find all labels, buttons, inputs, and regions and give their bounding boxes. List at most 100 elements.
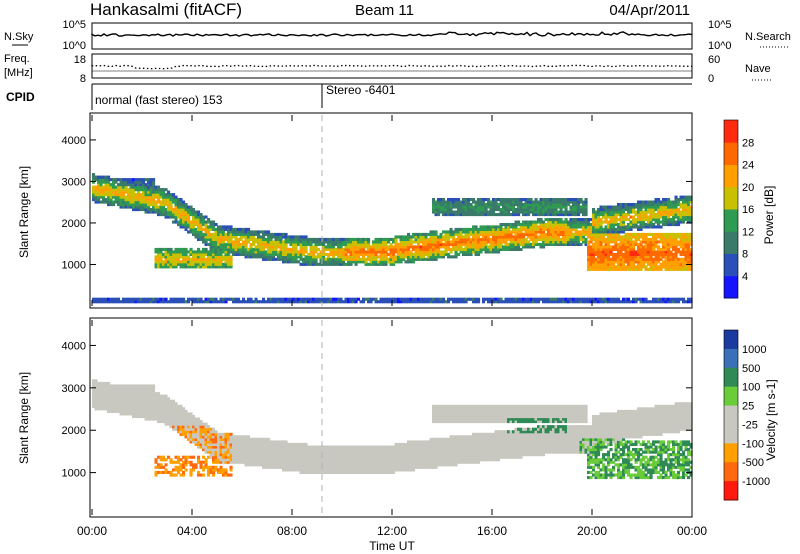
velocity-cell [192,437,196,441]
velocity-cell [92,402,96,406]
power-cell [432,205,436,209]
power-cell [429,255,433,259]
power-cell [517,220,521,224]
power-cell [422,300,426,304]
power-cell [269,252,273,256]
power-cell [647,267,651,271]
power-cell [387,300,391,304]
power-cell [614,213,618,217]
power-cell [324,240,328,244]
power-cell [612,247,616,251]
power-cell [489,200,493,204]
power-cell [454,297,458,301]
power-cell [609,223,613,227]
velocity-cell [189,412,193,416]
power-cell [344,250,348,254]
velocity-cell [112,404,116,408]
power-cell [487,232,491,236]
power-cell [92,188,96,192]
power-cell [594,242,598,246]
power-cell [179,252,183,256]
power-cell [632,245,636,249]
power-cell [567,232,571,236]
velocity-cell [102,399,106,403]
power-cell [194,232,198,236]
power-cell [139,198,143,202]
power-cell [567,237,571,241]
power-cell [197,297,201,301]
power-cell [427,240,431,244]
velocity-cell [192,455,196,459]
power-cell [474,250,478,254]
power-cell [164,188,168,192]
velocity-cell [159,465,163,469]
velocity-cell [239,460,243,464]
power-cell [619,213,623,217]
power-cell [329,247,333,251]
velocity-cell [189,470,193,474]
velocity-cell [207,437,211,441]
power-cell [689,300,693,304]
power-cell [374,255,378,259]
power-cell [682,240,686,244]
velocity-cell [129,394,133,398]
power-cell [297,252,301,256]
power-cell [677,250,681,254]
power-cell [462,247,466,251]
power-cell [289,240,293,244]
velocity-cell [159,458,163,462]
power-cell [172,265,176,269]
power-cell [524,225,528,229]
velocity-cell [219,468,223,472]
power-cell [327,255,331,259]
power-cell [402,245,406,249]
power-cell [112,203,116,207]
power-cell [637,242,641,246]
power-cell [489,247,493,251]
power-cell [104,190,108,194]
power-cell [339,255,343,259]
power-cell [617,225,621,229]
power-cell [457,247,461,251]
power-cell [354,300,358,304]
power-cell [279,247,283,251]
power-cell [207,218,211,222]
power-cell [607,230,611,234]
power-cell [237,252,241,256]
power-cell [529,198,533,202]
power-cell [534,230,538,234]
power-cell [154,260,158,264]
power-cell [549,230,553,234]
power-cell [277,242,281,246]
power-cell [384,255,388,259]
power-cell [664,203,668,207]
power-cell [619,235,623,239]
power-cell [192,220,196,224]
power-cell [459,208,463,212]
power-cell [484,235,488,239]
power-cell [617,203,621,207]
power-cell [382,245,386,249]
power-cell [362,242,366,246]
power-cell [107,297,111,301]
power-cell [407,235,411,239]
power-cell [544,297,548,301]
power-cell [544,240,548,244]
velocity-cell [212,460,216,464]
power-cell [597,267,601,271]
power-cell [654,203,658,207]
power-cell [184,257,188,261]
power-cell [314,300,318,304]
power-cell [644,237,648,241]
power-cell [237,232,241,236]
velocity-cell [107,397,111,401]
power-cell [564,240,568,244]
power-cell [272,232,276,236]
power-cell [464,297,468,301]
power-cell [524,240,528,244]
power-cell [314,242,318,246]
power-cell [339,252,343,256]
power-cell [257,252,261,256]
power-cell [459,232,463,236]
velocity-cell [119,409,123,413]
